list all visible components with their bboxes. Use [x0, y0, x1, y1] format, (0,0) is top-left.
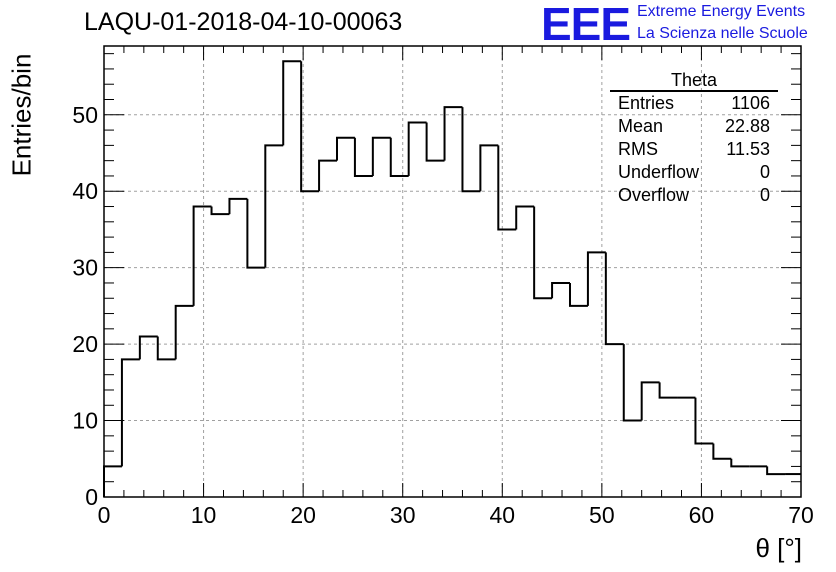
- x-tick-label: 60: [689, 502, 715, 528]
- y-tick-label: 10: [72, 408, 98, 434]
- tick-labels: 0 10 20 30 40 50 60 70 0 10 20 30 40 50: [72, 102, 813, 528]
- x-tick-label: 10: [191, 502, 217, 528]
- histogram-bin: [192, 205, 212, 306]
- histogram-bin: [604, 252, 624, 346]
- plot-frame: [103, 45, 802, 498]
- y-tick-label: 30: [72, 255, 98, 281]
- x-tick-label: 50: [589, 502, 615, 528]
- stats-row: Mean 22.88: [610, 115, 778, 138]
- histogram-bin: [622, 344, 642, 422]
- logo-line-2: La Scienza nelle Scuole: [637, 25, 808, 42]
- histogram-bin: [246, 198, 266, 269]
- histogram-bin: [515, 205, 535, 230]
- stats-label: RMS: [618, 139, 658, 159]
- histogram-bin: [461, 107, 481, 193]
- stats-row: Underflow 0: [610, 161, 778, 184]
- histogram-bin: [586, 251, 606, 306]
- stats-row: RMS 11.53: [610, 138, 778, 161]
- histogram-bin: [730, 458, 750, 468]
- stats-value: 0: [759, 185, 770, 205]
- stats-label: Entries: [618, 93, 675, 113]
- histogram-bin: [694, 397, 714, 445]
- stats-label: Mean: [618, 116, 664, 136]
- stats-title: Theta: [610, 70, 778, 92]
- stats-value: 1106: [731, 93, 770, 113]
- x-tick-label: 0: [98, 502, 111, 528]
- histogram-bin: [479, 144, 499, 192]
- x-tick-label: 30: [390, 502, 416, 528]
- stats-value: 22.88: [724, 116, 770, 136]
- histogram-bin: [282, 60, 302, 146]
- x-axis-label: θ [°]: [755, 533, 802, 563]
- stats-box: Theta Entries 1106 Mean 22.88 RMS 11.53 …: [610, 70, 778, 207]
- histogram-bin: [210, 206, 230, 216]
- histogram-bin: [353, 137, 373, 177]
- y-tick-label: 50: [72, 102, 98, 128]
- histogram-bin: [174, 304, 194, 360]
- histogram-bin: [389, 137, 409, 177]
- histogram-bin: [533, 206, 553, 300]
- histogram-bin: [425, 122, 445, 162]
- stats-label: Overflow: [618, 185, 690, 205]
- logo-line-1: Extreme Energy Events: [637, 3, 806, 20]
- histogram-bin: [371, 136, 391, 176]
- stats-row: Entries 1106: [610, 92, 778, 115]
- histogram-bin: [156, 336, 176, 361]
- y-tick-label: 40: [72, 178, 98, 204]
- grid-lines: [104, 46, 801, 497]
- x-tick-label: 40: [489, 502, 515, 528]
- stats-row: Overflow 0: [610, 184, 778, 207]
- histogram-bin: [712, 443, 732, 460]
- histogram-bin: [228, 197, 248, 215]
- histogram-bin: [300, 61, 320, 193]
- histogram-bars: [103, 60, 801, 497]
- histogram-bin: [497, 145, 517, 231]
- histogram-bin: [407, 121, 427, 176]
- histogram-bin: [568, 282, 588, 307]
- histogram-bin: [138, 335, 158, 360]
- axis-ticks: [103, 46, 802, 498]
- histogram-bin: [443, 106, 463, 161]
- histogram-bin: [264, 144, 284, 268]
- y-axis-label: Entries/bin: [6, 53, 37, 177]
- x-tick-label: 70: [788, 502, 814, 528]
- stats-value: 0: [759, 162, 770, 182]
- y-tick-label: 20: [72, 331, 98, 357]
- y-tick-label: 0: [85, 484, 98, 510]
- histogram-bin: [551, 281, 570, 299]
- stats-value: 11.53: [726, 139, 770, 159]
- chart-title: LAQU-01-2018-04-10-00063: [84, 8, 403, 36]
- histogram-bin: [658, 382, 678, 399]
- eee-logo: EEE: [541, 0, 631, 50]
- histogram-bin: [766, 466, 786, 476]
- y-axis-label-wrap: Entries/bin: [4, 40, 40, 190]
- histogram-bin: [335, 136, 355, 161]
- histogram-bin: [318, 159, 337, 192]
- histogram-bin: [120, 358, 140, 467]
- stats-label: Underflow: [618, 162, 700, 182]
- x-tick-label: 20: [290, 502, 316, 528]
- histogram-bin: [640, 381, 660, 421]
